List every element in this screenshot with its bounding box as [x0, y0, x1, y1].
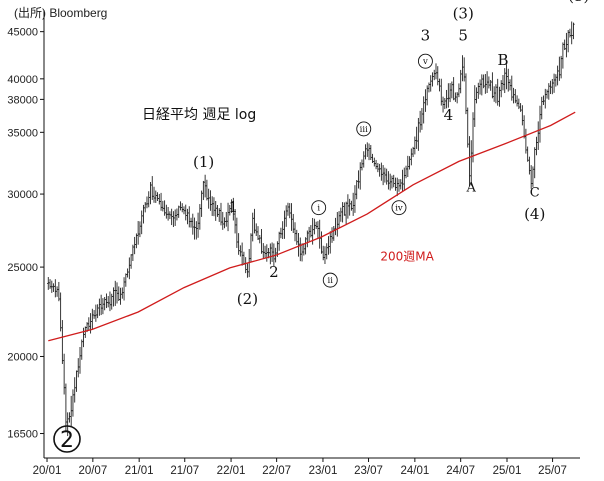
x-tick-label: 20/07	[78, 465, 107, 477]
x-tick-label: 23/07	[354, 465, 383, 477]
y-tick-label: 16500	[7, 429, 38, 441]
wave-label: A	[466, 180, 477, 195]
x-tick-label: 25/01	[493, 465, 522, 477]
x-tick-label: 23/01	[309, 465, 338, 477]
wave-label: B	[497, 51, 508, 69]
roman-circle	[417, 53, 433, 69]
wave-2-circle	[53, 425, 81, 453]
roman-text: iv	[395, 204, 403, 214]
wave-label: 1	[229, 198, 239, 216]
roman-text: i	[317, 204, 320, 214]
y-tick-label: 38000	[7, 94, 38, 106]
x-axis-ticks: 20/01 20/07 21/01 21/07 22/01 22/07 23/01 23/07…	[33, 458, 567, 477]
wave-label: (1)	[193, 153, 214, 171]
y-axis-ticks: 45000 40000 38000 35000 30000 25000 20000 16500	[7, 27, 44, 441]
wave-label: (3)	[453, 5, 474, 23]
roman-wave-label: i	[311, 200, 327, 216]
y-tick-label: 35000	[7, 127, 38, 139]
x-tick-label: 22/07	[262, 465, 291, 477]
roman-circle	[391, 200, 407, 216]
y-tick-label: 20000	[7, 351, 38, 363]
wave-label: (2)	[237, 290, 258, 308]
chart-source: (出所) Bloomberg	[14, 6, 107, 20]
weekly-bar	[572, 22, 575, 40]
chart-title: 日経平均 週足 log	[142, 107, 256, 123]
y-tick-label: 25000	[7, 262, 38, 274]
roman-text: iii	[360, 125, 368, 135]
roman-wave-label: iv	[391, 200, 407, 216]
x-tick-label: 21/01	[125, 465, 154, 477]
roman-text: v	[422, 57, 428, 67]
x-tick-label: 21/07	[170, 465, 199, 477]
wave-label: 3	[421, 27, 431, 45]
x-tick-label: 25/07	[538, 465, 567, 477]
ma200-line-group	[48, 111, 576, 342]
wave-label: 5	[458, 27, 468, 45]
wave-2-text: 2	[60, 428, 74, 453]
plot-frame	[43, 10, 580, 459]
ma200-label: 200週MA	[380, 250, 434, 264]
y-tick-label: 40000	[7, 74, 38, 86]
y-tick-label: 45000	[7, 27, 38, 39]
wave-label: (5)	[568, 0, 589, 5]
x-tick-label: 22/01	[217, 465, 246, 477]
wave-label: 2	[269, 263, 279, 281]
x-tick-label: 24/07	[446, 465, 475, 477]
roman-circle	[322, 272, 338, 288]
wave-label: C	[530, 186, 540, 201]
roman-wave-label: v	[417, 53, 433, 69]
roman-circle	[356, 121, 372, 137]
wave-label: 4	[444, 106, 454, 124]
roman-wave-label: ii	[322, 272, 338, 288]
wave-label: (4)	[524, 205, 545, 223]
x-tick-label: 24/01	[400, 465, 429, 477]
roman-circle	[311, 200, 327, 216]
roman-text: ii	[328, 276, 334, 286]
wave-2-circle-label: 2	[53, 425, 81, 453]
roman-wave-label: iii	[356, 121, 372, 137]
x-tick-label: 20/01	[33, 465, 62, 477]
weekly-price-bars	[46, 21, 575, 437]
y-tick-label: 30000	[7, 189, 38, 201]
ma200-line	[48, 111, 576, 342]
